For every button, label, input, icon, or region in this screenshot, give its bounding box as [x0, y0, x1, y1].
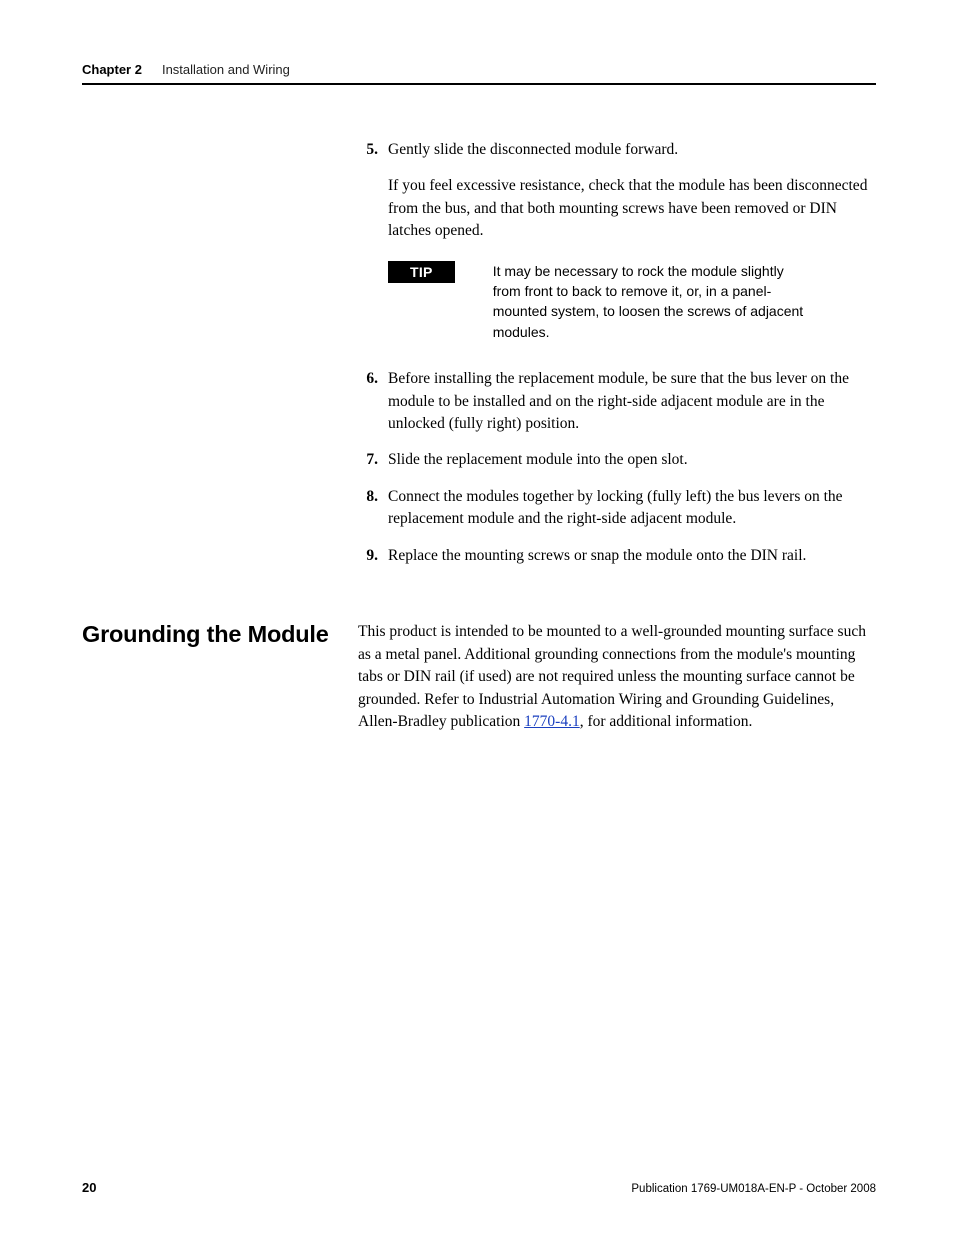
running-header: Chapter 2 Installation and Wiring: [82, 62, 876, 77]
header-rule: [82, 83, 876, 85]
section-heading: Grounding the Module: [82, 621, 330, 648]
step-number: 6.: [358, 368, 378, 435]
publication-link[interactable]: 1770-4.1: [524, 713, 580, 730]
chapter-label: Chapter 2: [82, 62, 142, 77]
steps-block: 5. Gently slide the disconnected module …: [358, 139, 876, 567]
section-body: This product is intended to be mounted t…: [358, 621, 876, 733]
step-number: 8.: [358, 486, 378, 531]
step-text: Connect the modules together by locking …: [388, 486, 876, 531]
tip-text: It may be necessary to rock the module s…: [493, 261, 813, 342]
body-area: 5. Gently slide the disconnected module …: [82, 139, 876, 734]
step-text: Before installing the replacement module…: [388, 368, 876, 435]
step-text: Replace the mounting screws or snap the …: [388, 545, 806, 567]
page-number: 20: [82, 1180, 96, 1195]
step-7: 7. Slide the replacement module into the…: [358, 449, 876, 471]
step-5-followup: If you feel excessive resistance, check …: [388, 175, 876, 242]
step-9: 9. Replace the mounting screws or snap t…: [358, 545, 876, 567]
tip-callout: TIP It may be necessary to rock the modu…: [388, 261, 876, 342]
step-number: 9.: [358, 545, 378, 567]
section-grounding: Grounding the Module This product is int…: [82, 621, 876, 733]
publication-id: Publication 1769-UM018A-EN-P - October 2…: [631, 1183, 876, 1195]
step-number: 5.: [358, 139, 378, 161]
step-6: 6. Before installing the replacement mod…: [358, 368, 876, 435]
step-8: 8. Connect the modules together by locki…: [358, 486, 876, 531]
page: Chapter 2 Installation and Wiring 5. Gen…: [0, 0, 954, 1235]
step-text: Slide the replacement module into the op…: [388, 449, 688, 471]
step-number: 7.: [358, 449, 378, 471]
tip-badge: TIP: [388, 261, 455, 283]
step-text: Gently slide the disconnected module for…: [388, 139, 678, 161]
page-footer: 20 Publication 1769-UM018A-EN-P - Octobe…: [82, 1180, 876, 1195]
chapter-title: Installation and Wiring: [162, 62, 290, 77]
step-5: 5. Gently slide the disconnected module …: [358, 139, 876, 161]
section-body-post: , for additional information.: [580, 713, 753, 730]
